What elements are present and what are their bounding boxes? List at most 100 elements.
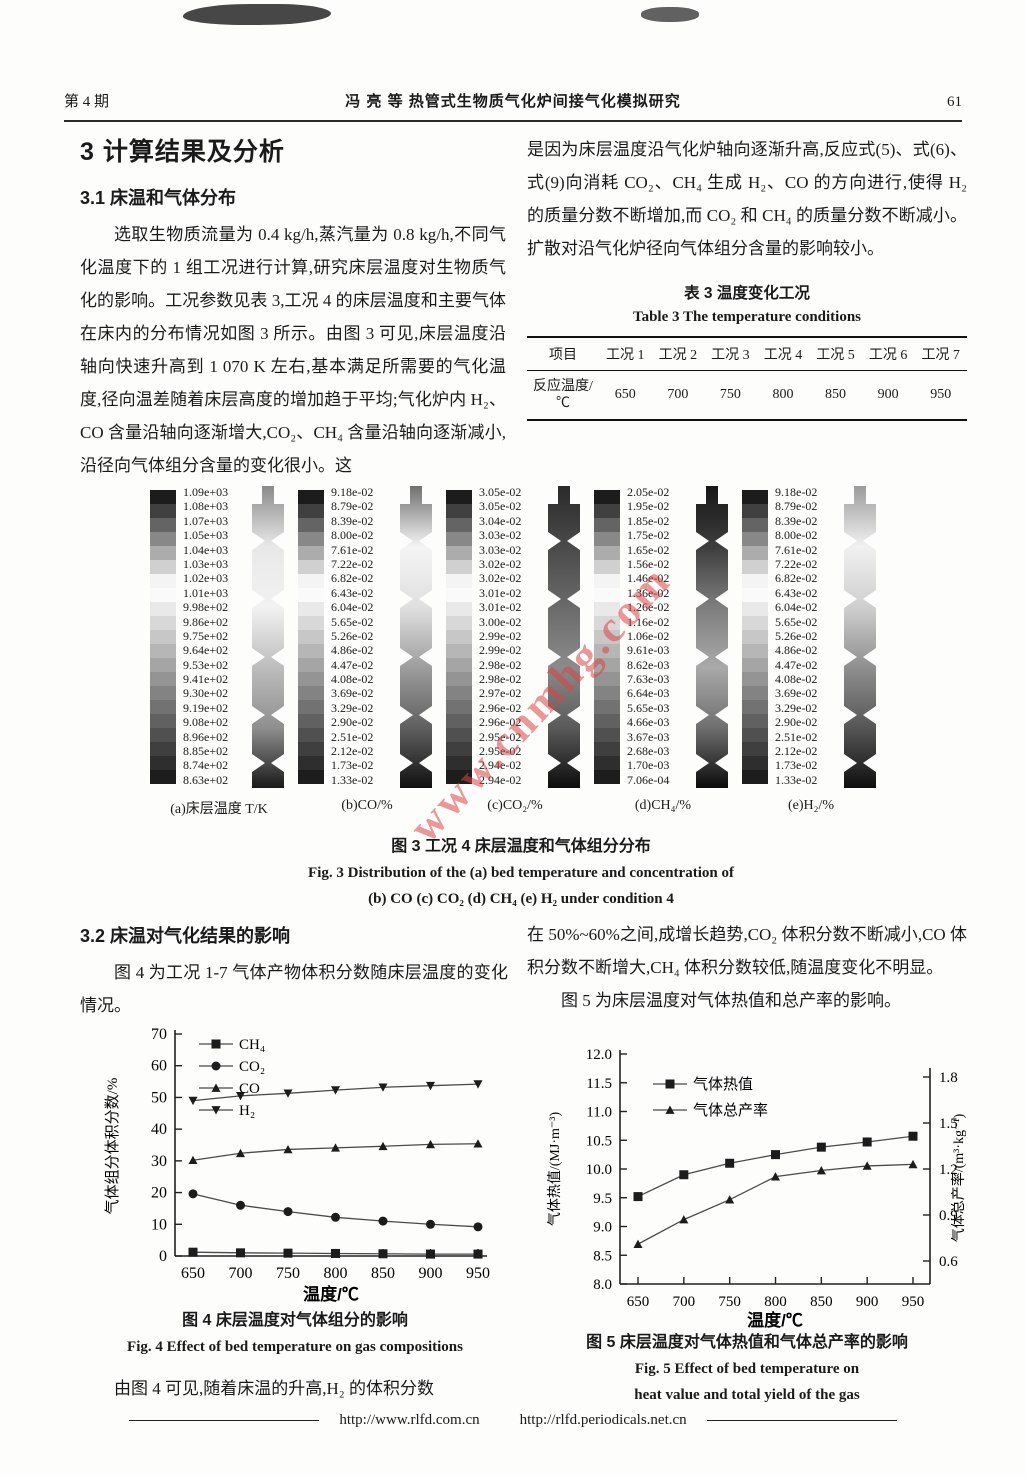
figure4-captions: 图 4 床层温度对气体组分的影响 Fig. 4 Effect of bed te… [80,1306,510,1356]
colorbar-tick: 6.64e-03 [627,686,670,701]
panel-caption: (e)H₂/% [787,798,835,813]
colorbar-tick: 9.75e+02 [183,628,229,643]
colorbar-tick: 1.73e-02 [775,758,818,773]
colorbar-ticks: 1.09e+03 1.08e+03 1.07e+03 1.05e+03 1.04e+03… [183,486,243,786]
colorbar-tick: 8.62e-03 [627,657,670,672]
colorbar-tick: 4.86e-02 [775,643,818,658]
scan-smudge [641,7,699,22]
table-cell: 850 [825,387,847,402]
colorbar-tick: 2.94e-02 [479,758,522,773]
colorbar-tick: 8.00e-02 [331,528,374,543]
colorbar-ticks: 3.05e-02 3.05e-02 3.04e-02 3.03e-02 3.03e-02… [479,486,539,786]
colorbar-tick: 7.63e-03 [627,672,670,687]
footer-rule-left [129,1420,320,1421]
table-header-cell: 工况 7 [914,337,967,371]
svg-text:CO: CO [239,1081,260,1097]
table-row-label: 反应温度/℃ [533,379,593,411]
colorbar-tick: 1.07e+03 [183,513,229,528]
figure-3: 1.09e+03 1.08e+03 1.07e+03 1.05e+03 1.04e+03… [80,486,962,908]
contour-plot [694,486,730,788]
colorbar-tick: 3.00e-02 [479,614,522,629]
svg-text:0.6: 0.6 [939,1254,958,1270]
figure5-caption-en: heat value and total yield of the gas [634,1387,860,1403]
svg-text:温度/℃: 温度/℃ [303,1284,359,1304]
contour-plot [250,486,286,788]
svg-text:0: 0 [159,1248,167,1265]
colorbar-tick: 8.85e+02 [183,744,229,759]
left-column-top: 3 计算结果及分析 3.1 床温和气体分布 选取生物质流量为 0.4 kg/h,… [80,132,506,482]
svg-text:CO₂: CO₂ [239,1059,265,1075]
paragraph: 在 50%~60%之间,成增长趋势,CO₂ 体积分数不断减小,CO 体积分数不断… [527,925,967,977]
table3-caption-en: Table 3 The temperature conditions [632,309,862,325]
svg-text:0.9: 0.9 [939,1208,958,1224]
colorbar-tick: 1.95e-02 [627,499,670,514]
section-3-2-heading: 3.2 床温对气化结果的影响 [80,926,291,946]
colorbar-tick: 9.41e+02 [183,672,229,687]
colorbar-tick: 2.99e-02 [479,628,522,643]
colorbar-tick: 8.00e-02 [775,528,818,543]
table-header-row: 项目 工况 1 工况 2 工况 3 工况 4 工况 5 工况 6 工况 7 [527,337,967,371]
svg-text:30: 30 [151,1153,167,1170]
colorbar-tick: 6.04e-02 [775,600,818,615]
colorbar-tick: 1.70e-03 [627,758,670,773]
svg-text:气体组分体积分数/%: 气体组分体积分数/% [104,1078,121,1215]
colorbar-tick: 1.36e-02 [627,585,670,600]
colorbar-tick: 6.04e-02 [331,600,374,615]
figure5-captions: 图 5 床层温度对气体热值和气体总产率的影响 Fig. 5 Effect of … [527,1328,967,1404]
svg-text:900: 900 [419,1265,443,1282]
colorbar-tick: 7.61e-02 [775,542,818,557]
section-3-1-heading: 3.1 床温和气体分布 [80,188,237,208]
svg-text:700: 700 [229,1265,253,1282]
panel-caption: (a)床层温度 T/K [170,802,268,817]
svg-text:1.5: 1.5 [939,1116,958,1132]
paragraph: 是因为床层温度沿气化炉轴向逐渐升高,反应式(5)、式(6)、式(9)向消耗 CO… [527,140,967,258]
colorbar-tick: 2.94e-02 [479,772,522,787]
colorbar-tick: 2.51e-02 [775,729,818,744]
figure-5-chart: 8.0 8.5 9.0 9.5 10.0 10.5 11.0 11.5 12.0 0.6 0.9 1.… [535,1038,973,1330]
svg-text:20: 20 [151,1185,167,1202]
colorbar-tick: 7.61e-02 [331,542,374,557]
colorbar-tick: 8.39e-02 [775,513,818,528]
svg-text:10.0: 10.0 [586,1162,612,1178]
figure3-caption-en: (b) CO (c) CO₂ (d) CH₄ (e) H₂ under cond… [368,891,674,907]
right-column-middle: 在 50%~60%之间,成增长趋势,CO₂ 体积分数不断减小,CO 体积分数不断… [527,918,967,1017]
table-cell: 900 [877,387,899,402]
colorbar-tick: 6.82e-02 [331,571,374,586]
panel-caption: (b)CO/% [341,798,393,813]
colorbar-ticks: 2.05e-02 1.95e-02 1.85e-02 1.75e-02 1.65e-02… [627,486,687,786]
colorbar-tick: 4.08e-02 [775,672,818,687]
colorbar-tick: 1.75e-02 [627,528,670,543]
svg-text:800: 800 [324,1265,348,1282]
table3-caption-zh: 表 3 温度变化工况 [684,285,810,302]
colorbar-tick: 3.05e-02 [479,485,522,499]
svg-text:H₂: H₂ [239,1103,255,1119]
svg-text:950: 950 [902,1294,925,1310]
svg-text:1.2: 1.2 [939,1162,958,1178]
figure-4-chart: 0 10 20 30 40 50 60 70 650 700 750 800 850 900 950 CH₄ C… [95,1016,505,1306]
contour-plot-svg [400,486,432,788]
svg-text:750: 750 [718,1294,741,1310]
figure3-panels: 1.09e+03 1.08e+03 1.07e+03 1.05e+03 1.04e+03… [80,486,962,788]
colorbar-tick: 8.74e+02 [183,758,229,773]
colorbar-tick: 1.16e-02 [627,614,670,629]
paragraph: 图 5 为床层温度对气体热值和总产率的影响。 [561,991,901,1010]
colorbar-tick: 2.05e-02 [627,485,670,499]
colorbar-tick: 8.63e+02 [183,772,229,787]
colorbar [594,490,620,784]
scan-smudge [183,4,331,25]
colorbar-tick: 7.22e-02 [775,556,818,571]
colorbar-tick: 2.99e-02 [479,643,522,658]
svg-text:12.0: 12.0 [586,1047,612,1063]
colorbar-tick: 9.19e+02 [183,700,229,715]
colorbar-tick: 2.51e-02 [331,729,374,744]
colorbar-tick: 1.56e-02 [627,556,670,571]
contour-plot-svg [696,486,728,788]
svg-text:850: 850 [810,1294,833,1310]
colorbar-tick: 9.18e-02 [775,485,818,499]
svg-text:8.5: 8.5 [593,1248,612,1264]
colorbar-tick: 9.86e+02 [183,614,229,629]
right-column-top: 是因为床层温度沿气化炉轴向逐渐升高,反应式(5)、式(6)、式(9)向消耗 CO… [527,133,967,421]
svg-text:950: 950 [466,1265,490,1282]
svg-text:温度/℃: 温度/℃ [747,1310,803,1330]
colorbar-tick: 5.65e-03 [627,700,670,715]
